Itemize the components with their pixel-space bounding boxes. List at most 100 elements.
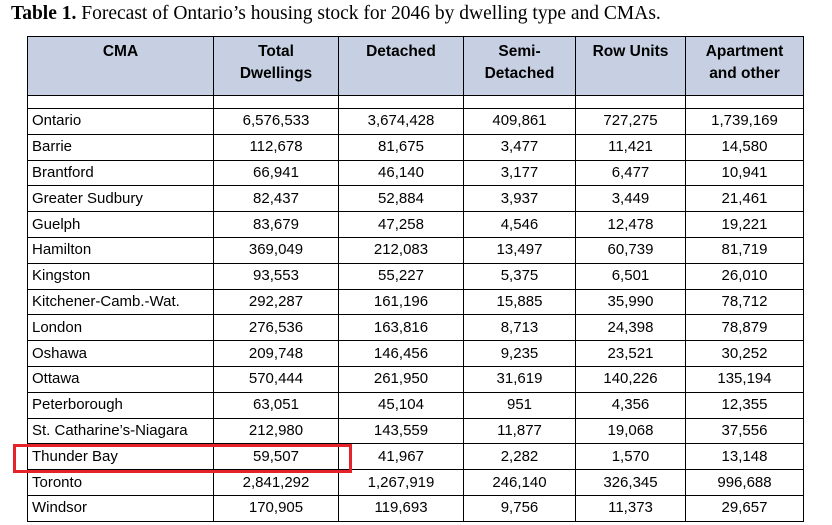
- value-cell: 12,478: [575, 211, 686, 238]
- value-cell: 140,226: [575, 365, 686, 393]
- value-cell: 15,885: [463, 288, 576, 316]
- value-cell: 143,559: [338, 417, 464, 445]
- cma-name-cell: Toronto: [27, 469, 214, 496]
- value-cell: 951: [463, 391, 576, 419]
- value-cell: 161,196: [338, 288, 464, 316]
- value-cell: 10,941: [685, 159, 804, 187]
- value-cell: 78,712: [685, 288, 804, 316]
- value-cell: 1,570: [575, 443, 686, 471]
- value-cell: 8,713: [463, 314, 576, 342]
- value-cell: 24,398: [575, 314, 686, 342]
- value-cell: 4,356: [575, 391, 686, 419]
- value-cell: 996,688: [685, 469, 804, 496]
- value-cell: 2,841,292: [213, 469, 339, 496]
- cma-name-cell: Ottawa: [27, 365, 214, 393]
- value-cell: 66,941: [213, 159, 339, 187]
- table-row: Kingston 93,553 55,227 5,375 6,501 26,010: [27, 262, 804, 290]
- column-header: Semi- Detached: [463, 36, 576, 96]
- cma-name-cell: St. Catharine’s-Niagara: [27, 417, 214, 445]
- value-cell: 1,739,169: [685, 108, 804, 135]
- value-cell: 19,221: [685, 211, 804, 238]
- value-cell: 83,679: [213, 211, 339, 238]
- value-cell: 60,739: [575, 236, 686, 264]
- value-cell: 78,879: [685, 314, 804, 342]
- column-header-line: Dwellings: [239, 65, 313, 82]
- column-header-line: Row Units: [592, 43, 669, 60]
- value-cell: 82,437: [213, 185, 339, 213]
- column-header-line: and other: [709, 65, 780, 82]
- table-row: Ontario 6,576,533 3,674,428 409,861 727,275 1…: [27, 108, 804, 135]
- column-header-line: CMA: [102, 43, 139, 60]
- value-cell: 3,177: [463, 159, 576, 187]
- cma-name-cell: Oshawa: [27, 340, 214, 367]
- housing-forecast-table: CMA Total Dwellings Detached Semi- Detached Ro…: [27, 36, 804, 522]
- value-cell: 19,068: [575, 417, 686, 445]
- value-cell: 31,619: [463, 365, 576, 393]
- table-row: Ottawa 570,444 261,950 31,619 140,226 135,194: [27, 365, 804, 393]
- value-cell: 246,140: [463, 469, 576, 496]
- cma-name-cell: Guelph: [27, 211, 214, 238]
- value-cell: 59,507: [213, 443, 339, 471]
- value-cell: 37,556: [685, 417, 804, 445]
- value-cell: 81,719: [685, 236, 804, 264]
- table-row: Windsor 170,905 119,693 9,756 11,373 29,657: [27, 494, 804, 522]
- value-cell: 119,693: [338, 494, 464, 522]
- column-header-line: Total: [258, 43, 294, 60]
- value-cell: 276,536: [213, 314, 339, 342]
- table-row: Guelph 83,679 47,258 4,546 12,478 19,221: [27, 211, 804, 238]
- column-header-line: Apartment: [705, 43, 784, 60]
- column-header: Apartment and other: [685, 36, 804, 96]
- table-row: Thunder Bay 59,507 41,967 2,282 1,570 13,148: [27, 443, 804, 471]
- value-cell: 35,990: [575, 288, 686, 316]
- value-cell: 12,355: [685, 391, 804, 419]
- value-cell: 13,148: [685, 443, 804, 471]
- table-row: Peterborough 63,051 45,104 951 4,356 12,355: [27, 391, 804, 419]
- value-cell: 209,748: [213, 340, 339, 367]
- table-body: Ontario 6,576,533 3,674,428 409,861 727,275 1…: [27, 95, 804, 522]
- value-cell: 52,884: [338, 185, 464, 213]
- cma-name-cell: Peterborough: [27, 391, 214, 419]
- cma-name-cell: Windsor: [27, 494, 214, 522]
- value-cell: 170,905: [213, 494, 339, 522]
- table-row: Brantford 66,941 46,140 3,177 6,477 10,941: [27, 159, 804, 187]
- value-cell: 146,456: [338, 340, 464, 367]
- value-cell: 135,194: [685, 365, 804, 393]
- value-cell: 63,051: [213, 391, 339, 419]
- value-cell: 409,861: [463, 108, 576, 135]
- cma-name-cell: Hamilton: [27, 236, 214, 264]
- table-header: CMA Total Dwellings Detached Semi- Detached Ro…: [27, 36, 804, 96]
- value-cell: 21,461: [685, 185, 804, 213]
- table-row: St. Catharine’s-Niagara 212,980 143,559 11,…: [27, 417, 804, 445]
- table-row: Hamilton 369,049 212,083 13,497 60,739 81,719: [27, 236, 804, 264]
- cma-name-cell: Barrie: [27, 133, 214, 161]
- value-cell: 23,521: [575, 340, 686, 367]
- value-cell: 570,444: [213, 365, 339, 393]
- column-header-line: Semi-: [498, 43, 541, 60]
- value-cell: 13,497: [463, 236, 576, 264]
- value-cell: 46,140: [338, 159, 464, 187]
- value-cell: 727,275: [575, 108, 686, 135]
- value-cell: 26,010: [685, 262, 804, 290]
- table-caption: Table 1. Forecast of Ontario’s housing s…: [11, 3, 661, 25]
- value-cell: 81,675: [338, 133, 464, 161]
- value-cell: 6,501: [575, 262, 686, 290]
- value-cell: 14,580: [685, 133, 804, 161]
- header-row: CMA Total Dwellings Detached Semi- Detached Ro…: [27, 36, 804, 96]
- value-cell: 3,674,428: [338, 108, 464, 135]
- value-cell: 4,546: [463, 211, 576, 238]
- value-cell: 5,375: [463, 262, 576, 290]
- value-cell: 45,104: [338, 391, 464, 419]
- table-row: Kitchener-Camb.-Wat. 292,287 161,196 15,885…: [27, 288, 804, 316]
- value-cell: 55,227: [338, 262, 464, 290]
- value-cell: 112,678: [213, 133, 339, 161]
- value-cell: 369,049: [213, 236, 339, 264]
- value-cell: 11,877: [463, 417, 576, 445]
- column-header: Total Dwellings: [213, 36, 339, 96]
- table-row: Barrie 112,678 81,675 3,477 11,421 14,580: [27, 133, 804, 161]
- value-cell: 2,282: [463, 443, 576, 471]
- table-row: London 276,536 163,816 8,713 24,398 78,879: [27, 314, 804, 342]
- cma-name-cell: Kitchener-Camb.-Wat.: [27, 288, 214, 316]
- column-header-line: Detached: [366, 43, 436, 60]
- value-cell: 292,287: [213, 288, 339, 316]
- value-cell: 212,980: [213, 417, 339, 445]
